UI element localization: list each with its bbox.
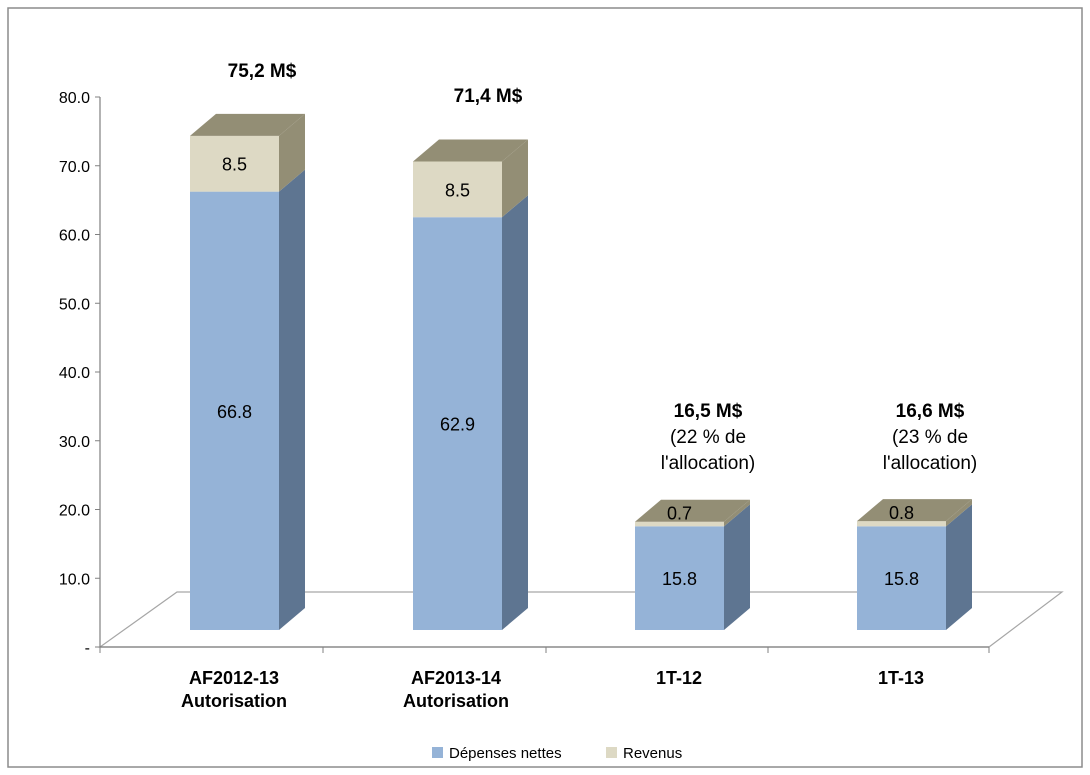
bar-top: [635, 499, 750, 522]
bar-side-depenses: [279, 169, 305, 630]
y-tick-label: 10.0: [59, 571, 90, 588]
bar-side-depenses: [724, 504, 750, 630]
y-tick-label: 80.0: [59, 90, 90, 107]
total-label-line: 71,4 M$: [454, 86, 523, 107]
bar-depenses: [190, 191, 279, 630]
x-tick-label-line: Autorisation: [181, 691, 287, 711]
data-label: 8.5: [222, 155, 247, 175]
data-label: 15.8: [662, 569, 697, 589]
x-tick-label-line: AF2013-14: [411, 668, 501, 688]
bar-depenses: [857, 526, 946, 630]
x-tick-label: 1T-12: [656, 668, 702, 688]
total-label: 75,2 M$: [228, 61, 297, 82]
x-tick-label-line: Autorisation: [403, 691, 509, 711]
bar-top: [190, 113, 305, 136]
bar-top: [413, 139, 528, 162]
bar-depenses: [413, 217, 502, 630]
data-label: 8.5: [445, 180, 470, 200]
y-tick-label: 70.0: [59, 159, 90, 176]
x-tick-label: AF2013-14 Autorisation: [403, 668, 509, 711]
bar-revenus: [190, 135, 279, 192]
total-label-line: 16,5 M$: [674, 401, 743, 422]
total-label: 71,4 M$: [454, 86, 523, 107]
total-label-line: l'allocation): [661, 453, 755, 474]
data-label: 0.7: [667, 504, 692, 524]
bar-side-depenses: [502, 195, 528, 630]
y-tick-label: 20.0: [59, 503, 90, 520]
total-label-line: l'allocation): [883, 453, 977, 474]
x-tick-label-line: 1T-12: [656, 668, 702, 688]
data-label: 66.8: [217, 402, 252, 422]
total-label-line: 16,6 M$: [896, 401, 965, 422]
bar-top: [857, 499, 972, 522]
bar-side-revenus: [946, 499, 972, 527]
data-label: 15.8: [884, 569, 919, 589]
bar-revenus: [635, 521, 724, 527]
bar-side-revenus: [502, 139, 528, 218]
y-tick-label: -: [85, 640, 90, 657]
y-tick-label: 30.0: [59, 434, 90, 451]
legend-label: Revenus: [623, 745, 682, 762]
y-tick-label: 40.0: [59, 365, 90, 382]
y-tick-label: 50.0: [59, 296, 90, 313]
total-label-line: (23 % de: [892, 427, 968, 448]
total-label: 16,6 M$ (23 % de l'allocation): [883, 401, 977, 474]
x-tick-label: 1T-13: [878, 668, 924, 688]
legend-swatch: [432, 747, 443, 758]
bar-depenses: [635, 526, 724, 630]
x-tick-label: AF2012-13 Autorisation: [181, 668, 287, 711]
legend-swatch: [606, 747, 617, 758]
legend-label: Dépenses nettes: [449, 745, 562, 762]
bar-side-revenus: [279, 113, 305, 192]
legend: Dépenses nettes Revenus: [432, 745, 682, 762]
bar-side-revenus: [724, 499, 750, 527]
total-label-line: 75,2 M$: [228, 61, 297, 82]
y-tick-label: 60.0: [59, 228, 90, 245]
bar-revenus: [857, 521, 946, 527]
bar-revenus: [413, 161, 502, 218]
total-label: 16,5 M$ (22 % de l'allocation): [661, 401, 755, 474]
total-label-line: (22 % de: [670, 427, 746, 448]
bar-side-depenses: [946, 504, 972, 630]
data-label: 0.8: [889, 503, 914, 523]
x-tick-label-line: AF2012-13: [189, 668, 279, 688]
chart-border: [7, 7, 1083, 768]
data-label: 62.9: [440, 415, 475, 435]
x-tick-label-line: 1T-13: [878, 668, 924, 688]
